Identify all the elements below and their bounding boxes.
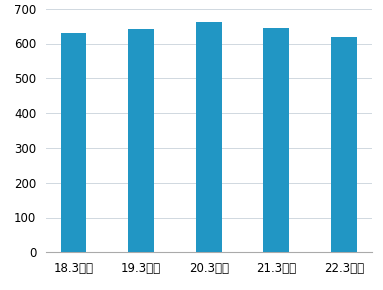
Bar — [128, 28, 154, 252]
Bar — [61, 33, 87, 252]
Bar — [331, 37, 357, 252]
Bar — [196, 22, 222, 252]
Bar — [264, 28, 289, 252]
